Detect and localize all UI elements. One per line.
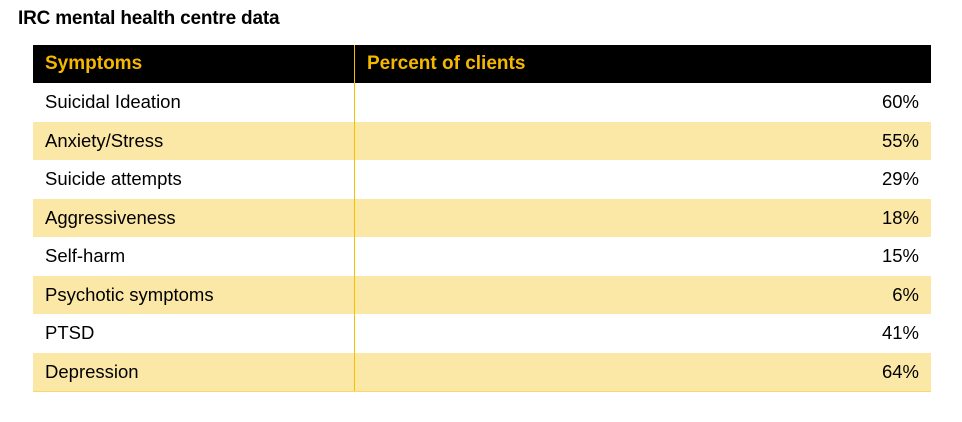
table-bottom-border <box>33 391 931 392</box>
table-title: IRC mental health centre data <box>18 8 280 29</box>
symptom-cell: Psychotic symptoms <box>33 275 355 314</box>
symptom-cell: Self-harm <box>33 237 355 276</box>
percent-cell: 55% <box>881 129 919 151</box>
table-row: Suicide attempts 29% <box>33 160 931 199</box>
table-row: Depression 64% <box>33 352 931 391</box>
percent-cell: 64% <box>881 360 919 382</box>
table-row: Psychotic symptoms 6% <box>33 275 931 314</box>
table-row: PTSD 41% <box>33 314 931 353</box>
symptom-cell: Depression <box>33 352 355 391</box>
percent-cell: 15% <box>881 245 919 267</box>
percent-cell: 29% <box>881 168 919 190</box>
header-percent-of-clients: Percent of clients <box>367 53 526 74</box>
table-row: Anxiety/Stress 55% <box>33 121 931 160</box>
symptom-cell: Suicidal Ideation <box>33 83 355 122</box>
symptom-cell: Aggressiveness <box>33 198 355 237</box>
table-row: Suicidal Ideation 60% <box>33 83 931 122</box>
percent-cell: 18% <box>881 206 919 228</box>
table-header-row: Symptoms Percent of clients <box>33 45 931 83</box>
header-symptoms: Symptoms <box>33 45 355 83</box>
data-table: Symptoms Percent of clients Suicidal Ide… <box>33 45 931 392</box>
table-body: Suicidal Ideation 60% Anxiety/Stress 55% Sui… <box>33 83 931 391</box>
percent-cell: 6% <box>892 283 919 305</box>
symptom-cell: Suicide attempts <box>33 160 355 199</box>
percent-cell: 60% <box>881 91 919 113</box>
percent-cell: 41% <box>881 322 919 344</box>
symptom-cell: Anxiety/Stress <box>33 121 355 160</box>
table-row: Aggressiveness 18% <box>33 198 931 237</box>
table-row: Self-harm 15% <box>33 237 931 276</box>
symptom-cell: PTSD <box>33 314 355 353</box>
